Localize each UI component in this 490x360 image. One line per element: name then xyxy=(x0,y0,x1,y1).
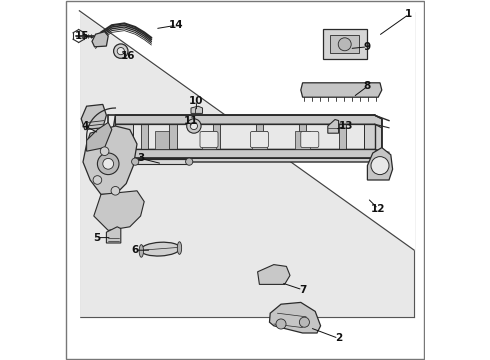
Polygon shape xyxy=(270,302,320,333)
Text: 7: 7 xyxy=(299,285,306,295)
Polygon shape xyxy=(339,124,346,149)
Polygon shape xyxy=(116,149,382,162)
Polygon shape xyxy=(116,115,382,128)
Circle shape xyxy=(111,186,120,195)
FancyBboxPatch shape xyxy=(323,29,367,59)
Polygon shape xyxy=(170,124,176,149)
FancyBboxPatch shape xyxy=(200,131,218,148)
Ellipse shape xyxy=(141,242,180,256)
Circle shape xyxy=(132,158,139,165)
FancyBboxPatch shape xyxy=(330,35,360,53)
Polygon shape xyxy=(81,104,106,130)
Polygon shape xyxy=(108,115,382,162)
Text: 2: 2 xyxy=(335,333,342,343)
Circle shape xyxy=(114,44,128,58)
Polygon shape xyxy=(87,122,112,151)
Polygon shape xyxy=(65,0,79,360)
Text: 4: 4 xyxy=(81,121,89,131)
Polygon shape xyxy=(301,83,382,97)
Polygon shape xyxy=(83,126,137,194)
Circle shape xyxy=(187,119,201,133)
Circle shape xyxy=(338,38,351,51)
Polygon shape xyxy=(368,148,392,180)
Polygon shape xyxy=(202,131,216,149)
Text: 3: 3 xyxy=(137,153,144,163)
Text: 14: 14 xyxy=(169,20,184,30)
Text: 8: 8 xyxy=(364,81,371,91)
Text: 12: 12 xyxy=(371,204,386,214)
Circle shape xyxy=(186,158,193,165)
Polygon shape xyxy=(328,120,339,133)
Ellipse shape xyxy=(139,245,144,257)
Text: 9: 9 xyxy=(364,42,371,52)
Text: 5: 5 xyxy=(93,233,100,243)
Polygon shape xyxy=(155,131,170,149)
Ellipse shape xyxy=(177,242,182,254)
Text: 6: 6 xyxy=(132,245,139,255)
Polygon shape xyxy=(141,124,148,149)
Text: 16: 16 xyxy=(121,51,135,61)
Polygon shape xyxy=(106,227,121,243)
FancyBboxPatch shape xyxy=(65,0,425,360)
Polygon shape xyxy=(65,0,425,11)
Circle shape xyxy=(190,122,197,130)
Circle shape xyxy=(276,319,286,329)
Text: 11: 11 xyxy=(184,116,198,126)
Polygon shape xyxy=(213,124,220,149)
Text: 13: 13 xyxy=(339,121,353,131)
Polygon shape xyxy=(252,131,267,149)
Polygon shape xyxy=(256,124,263,149)
Circle shape xyxy=(100,147,109,156)
Polygon shape xyxy=(79,11,414,317)
Circle shape xyxy=(93,176,102,184)
Text: 10: 10 xyxy=(189,96,204,106)
Polygon shape xyxy=(295,131,310,149)
Polygon shape xyxy=(135,159,189,164)
Circle shape xyxy=(117,48,124,55)
FancyBboxPatch shape xyxy=(301,131,319,148)
Circle shape xyxy=(98,153,119,175)
Text: 15: 15 xyxy=(75,31,90,41)
Text: 1: 1 xyxy=(405,9,413,19)
Polygon shape xyxy=(191,106,202,113)
Circle shape xyxy=(103,158,114,169)
Polygon shape xyxy=(92,32,108,47)
Polygon shape xyxy=(258,265,290,284)
Polygon shape xyxy=(133,121,364,157)
Circle shape xyxy=(371,157,389,175)
Polygon shape xyxy=(299,124,306,149)
Polygon shape xyxy=(94,191,144,230)
Circle shape xyxy=(299,317,310,327)
Polygon shape xyxy=(79,11,414,250)
FancyBboxPatch shape xyxy=(250,131,269,148)
